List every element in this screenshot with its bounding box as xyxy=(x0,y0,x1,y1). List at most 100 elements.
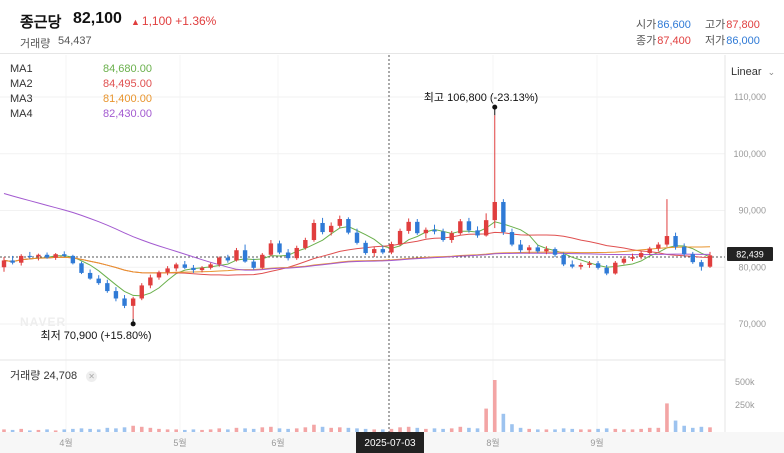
volume-bar xyxy=(294,428,299,432)
close-icon[interactable]: ✕ xyxy=(86,371,98,382)
volume-panel-value: 24,708 xyxy=(43,370,78,382)
candle-body xyxy=(699,262,704,267)
x-tick-label: 6월 xyxy=(271,437,284,448)
volume-bar xyxy=(587,429,592,432)
candle-body xyxy=(415,221,420,234)
low-label: 저가 xyxy=(705,35,726,47)
current-price: 82,100 xyxy=(73,10,122,27)
candle-body xyxy=(561,254,566,265)
volume-bar xyxy=(613,428,618,432)
volume-bar xyxy=(88,428,92,432)
candle-body xyxy=(260,254,265,268)
candle-body xyxy=(27,255,33,257)
volume-bar xyxy=(492,380,497,432)
ma3-line xyxy=(3,246,711,274)
volume-bar xyxy=(415,427,420,432)
candle-body xyxy=(656,244,661,249)
candle-body xyxy=(440,231,446,241)
max-annotation: 최고 106,800 (-23.13%) xyxy=(424,91,538,116)
candle-body xyxy=(483,220,489,236)
candle-body xyxy=(44,254,50,258)
candle-body xyxy=(595,263,601,268)
close-value: 87,400 xyxy=(657,35,691,47)
candle-body xyxy=(604,267,609,274)
candle-body xyxy=(105,283,110,292)
volume-bar xyxy=(570,428,575,432)
y-tick-label: 110,000 xyxy=(734,92,766,102)
candle-body xyxy=(303,240,308,248)
volume-bar xyxy=(630,429,635,432)
volume-bar xyxy=(372,429,377,432)
volume-bar xyxy=(510,424,514,432)
volume-bar xyxy=(536,429,540,432)
volume-bar xyxy=(286,428,290,432)
candle-body xyxy=(139,285,144,299)
candle-body xyxy=(389,243,394,253)
y-tick-label: 80,000 xyxy=(738,262,766,272)
candle-body xyxy=(501,201,506,233)
crosshair-date-text: 2025-07-03 xyxy=(364,438,416,449)
candle-body xyxy=(328,225,334,233)
candle-body xyxy=(165,268,170,273)
candle-body xyxy=(354,232,360,243)
volume-tick-label: 250k xyxy=(735,400,755,410)
volume-bar xyxy=(28,430,32,432)
volume-bar xyxy=(165,429,170,432)
volume-bar xyxy=(665,403,669,432)
volume-bar xyxy=(579,429,583,432)
up-triangle-icon: ▲ xyxy=(131,17,140,27)
close-label: 종가 xyxy=(636,35,657,47)
candle-body xyxy=(1,260,7,268)
candle-body xyxy=(182,264,188,268)
min-annotation-text: 최저 70,900 (+15.80%) xyxy=(40,329,151,342)
candle-body xyxy=(423,229,429,234)
candle-body xyxy=(449,233,454,241)
candle-body xyxy=(234,250,239,261)
max-annotation-text: 최고 106,800 (-23.13%) xyxy=(424,91,538,104)
high-price: 고가87,800 xyxy=(705,16,760,32)
volume-bar xyxy=(553,429,557,432)
candle-body xyxy=(70,255,76,264)
volume-bar xyxy=(174,429,178,432)
high-value: 87,800 xyxy=(726,19,760,31)
ma2-value: 84,495.00 xyxy=(103,78,152,90)
volume-bar xyxy=(36,429,41,432)
moving-averages xyxy=(3,193,711,297)
candle-body xyxy=(544,249,549,252)
volume-bar xyxy=(312,424,316,432)
volume-bar xyxy=(363,428,368,432)
candle-body xyxy=(578,264,584,267)
volume-bar xyxy=(337,427,342,432)
candle-body xyxy=(535,247,541,252)
volume-bar xyxy=(596,428,600,432)
candle-body xyxy=(294,247,299,259)
candle-body xyxy=(251,261,256,268)
volume-bar xyxy=(432,428,437,432)
candle-body xyxy=(148,277,153,286)
candle-body xyxy=(87,272,93,279)
crosshair-date: 2025-07-03 xyxy=(356,432,424,453)
y-tick-label: 90,000 xyxy=(738,206,766,216)
volume-bar xyxy=(269,426,273,432)
volume-bar xyxy=(79,428,84,432)
volume-bar xyxy=(200,429,204,432)
candle-body xyxy=(199,267,205,271)
scale-dropdown[interactable]: Linear ⌄ xyxy=(731,66,775,78)
candle-body xyxy=(363,242,368,254)
low-price: 저가86,000 xyxy=(705,32,760,48)
candle-body xyxy=(552,249,558,255)
volume-bar xyxy=(277,428,282,432)
volume-bar xyxy=(157,428,161,432)
volume-bar xyxy=(226,429,230,432)
volume-panel-label: 거래량 xyxy=(10,370,41,382)
candle-body xyxy=(406,221,411,231)
candle-body xyxy=(380,249,386,253)
ma4-value: 82,430.00 xyxy=(103,108,152,120)
candle-body xyxy=(62,254,67,256)
candle-body xyxy=(638,253,644,258)
open-label: 시가 xyxy=(636,19,657,31)
candle-body xyxy=(173,264,179,269)
candle-body xyxy=(130,298,136,306)
volume-bar xyxy=(639,428,643,432)
